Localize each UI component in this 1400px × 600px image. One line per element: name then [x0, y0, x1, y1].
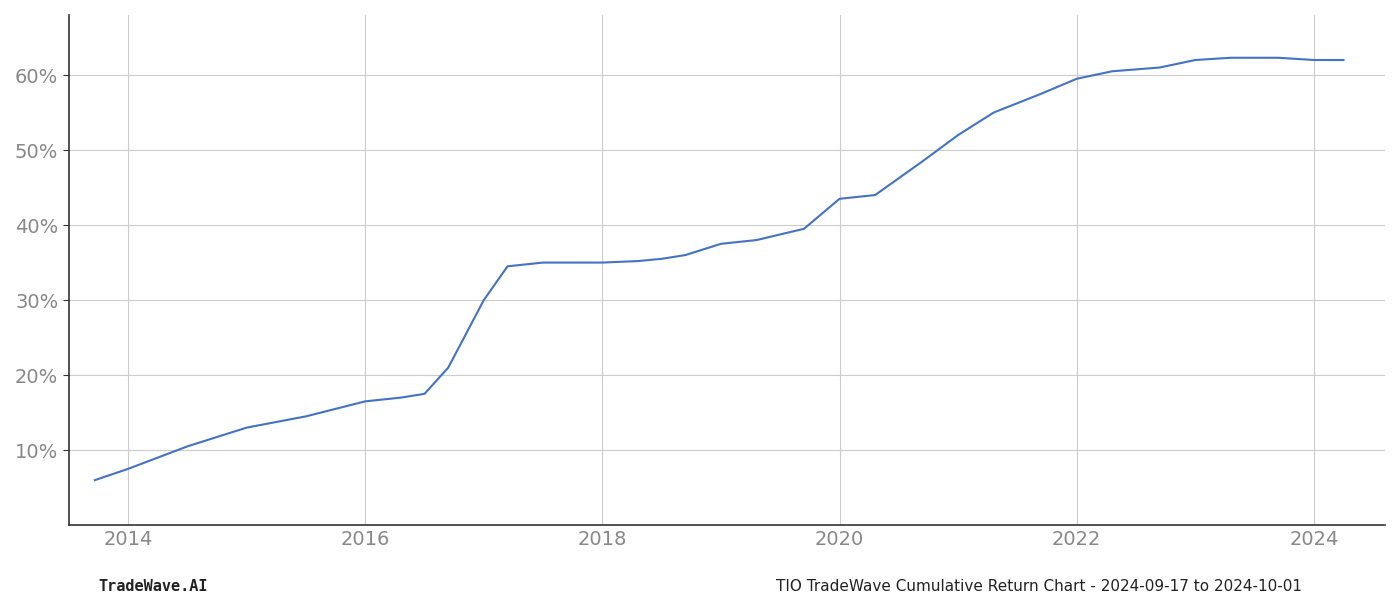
Text: TIO TradeWave Cumulative Return Chart - 2024-09-17 to 2024-10-01: TIO TradeWave Cumulative Return Chart - … [776, 579, 1302, 594]
Text: TradeWave.AI: TradeWave.AI [98, 579, 207, 594]
